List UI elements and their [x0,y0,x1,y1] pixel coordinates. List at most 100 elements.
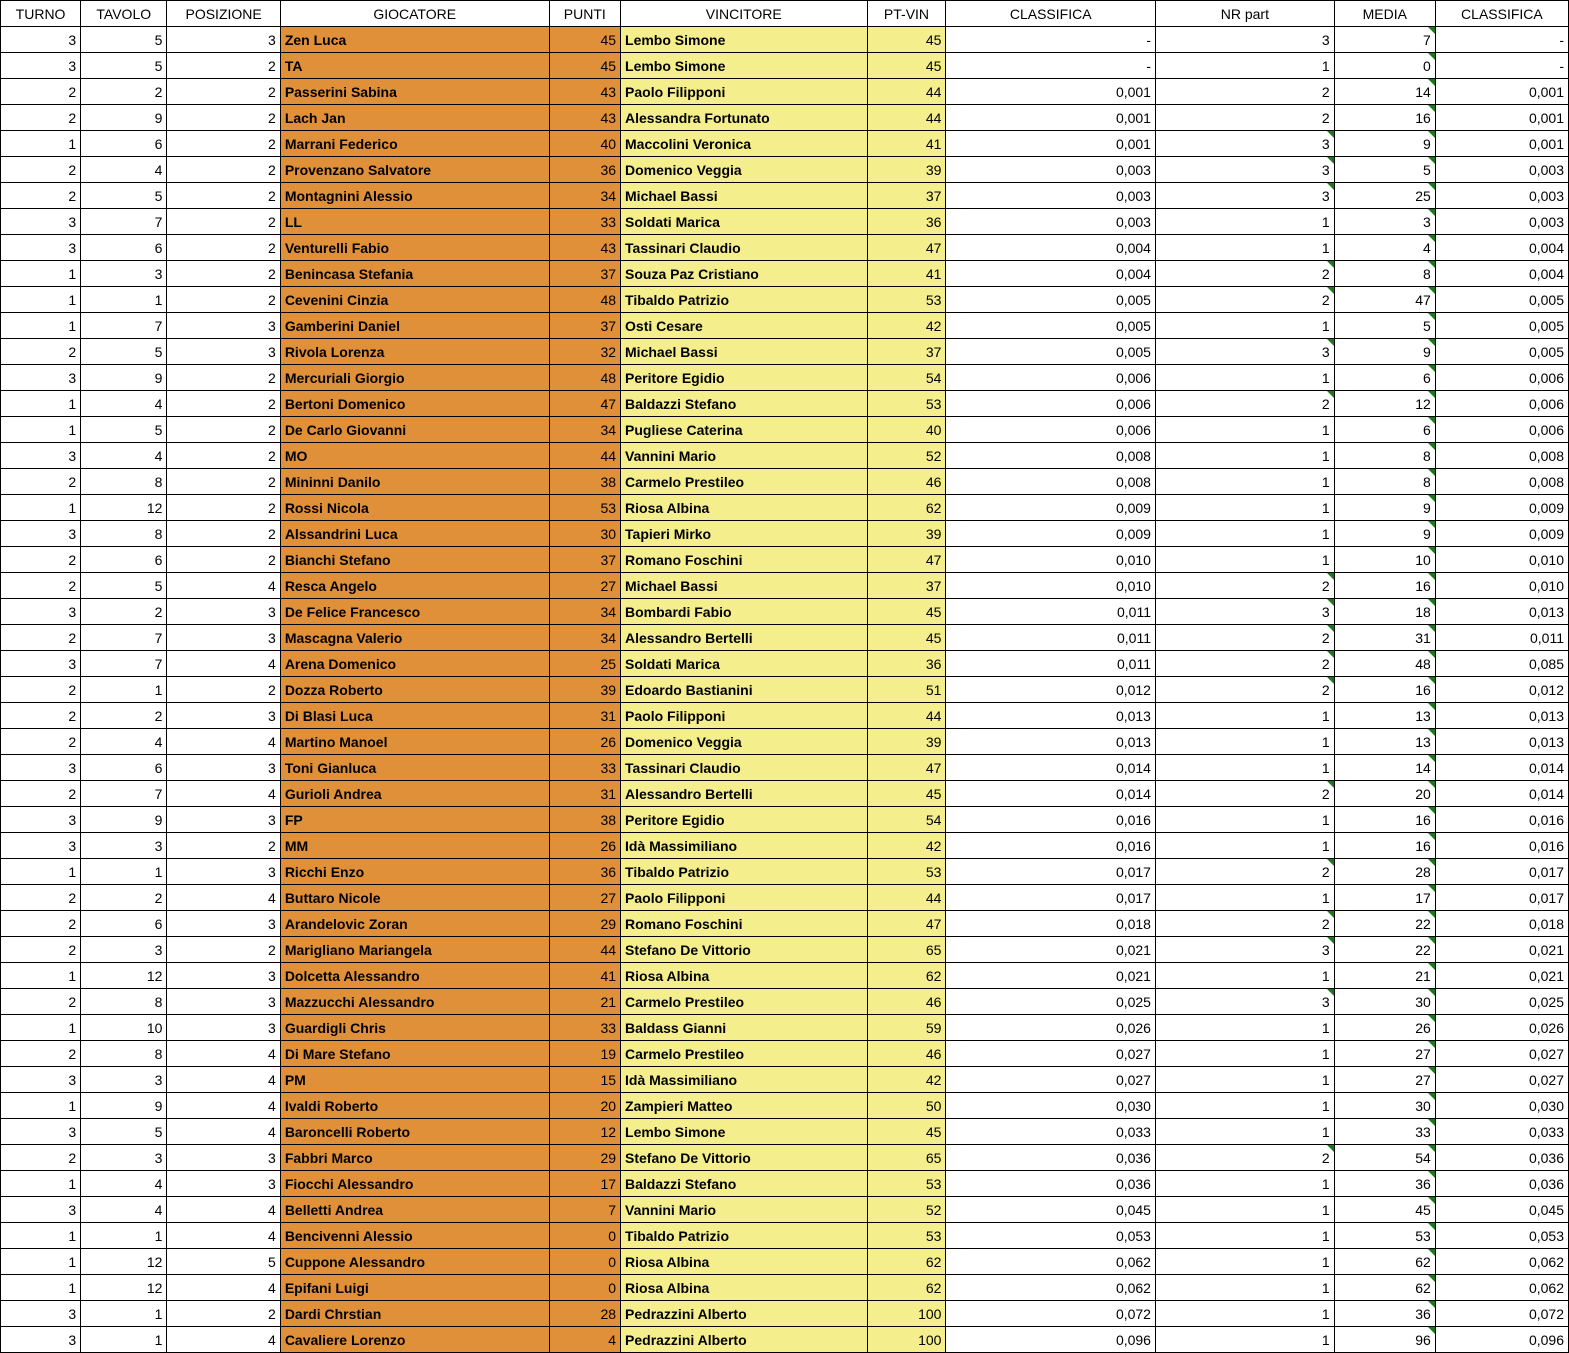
cell-class1: 0,001 [946,105,1156,131]
table-row: 252Montagnini Alessio34Michael Bassi370,… [1,183,1569,209]
cell-nrpart: 2 [1155,859,1334,885]
cell-ptvin: 65 [867,937,946,963]
cell-media: 25 [1334,183,1435,209]
cell-class2: 0,012 [1435,677,1568,703]
cell-nrpart: 1 [1155,885,1334,911]
cell-nrpart: 1 [1155,1327,1334,1353]
table-row: 113Ricchi Enzo36Tibaldo Patrizio530,0172… [1,859,1569,885]
cell-pos: 2 [167,547,280,573]
cell-class2: 0,009 [1435,495,1568,521]
cell-ptvin: 45 [867,625,946,651]
cell-vinc: Tapieri Mirko [621,521,868,547]
cell-class1: 0,004 [946,235,1156,261]
cell-ptvin: 100 [867,1327,946,1353]
cell-class2: 0,003 [1435,157,1568,183]
cell-pos: 2 [167,833,280,859]
cell-media: 13 [1334,703,1435,729]
cell-turno: 3 [1,833,81,859]
cell-pos: 4 [167,1327,280,1353]
cell-turno: 3 [1,27,81,53]
cell-media: 8 [1334,261,1435,287]
cell-punti: 0 [549,1249,620,1275]
cell-turno: 2 [1,183,81,209]
header-giocatore: GIOCATORE [280,1,549,27]
cell-class1: 0,009 [946,495,1156,521]
cell-tavolo: 6 [81,911,167,937]
cell-vinc: Tibaldo Patrizio [621,287,868,313]
cell-turno: 2 [1,885,81,911]
cell-gioc: FP [280,807,549,833]
cell-nrpart: 1 [1155,1197,1334,1223]
cell-punti: 26 [549,833,620,859]
cell-vinc: Peritore Egidio [621,807,868,833]
cell-vinc: Tassinari Claudio [621,755,868,781]
cell-class1: 0,036 [946,1145,1156,1171]
cell-punti: 19 [549,1041,620,1067]
cell-gioc: Arandelovic Zoran [280,911,549,937]
table-row: 393FP38Peritore Egidio540,0161160,016 [1,807,1569,833]
cell-media: 20 [1334,781,1435,807]
cell-media: 5 [1334,313,1435,339]
table-row: 173Gamberini Daniel37Osti Cesare420,0051… [1,313,1569,339]
cell-ptvin: 45 [867,599,946,625]
table-row: 112Cevenini Cinzia48Tibaldo Patrizio530,… [1,287,1569,313]
cell-nrpart: 3 [1155,339,1334,365]
cell-media: 9 [1334,131,1435,157]
cell-tavolo: 7 [81,651,167,677]
cell-pos: 2 [167,53,280,79]
cell-turno: 2 [1,677,81,703]
cell-turno: 3 [1,1119,81,1145]
cell-vinc: Domenico Veggia [621,157,868,183]
cell-tavolo: 2 [81,703,167,729]
cell-class1: 0,027 [946,1041,1156,1067]
cell-class2: 0,003 [1435,209,1568,235]
cell-pos: 4 [167,1119,280,1145]
cell-tavolo: 6 [81,235,167,261]
cell-vinc: Michael Bassi [621,183,868,209]
cell-vinc: Idà Massimiliano [621,1067,868,1093]
cell-ptvin: 39 [867,729,946,755]
cell-ptvin: 46 [867,469,946,495]
cell-class2: 0,001 [1435,105,1568,131]
cell-pos: 2 [167,183,280,209]
cell-class1: 0,001 [946,79,1156,105]
cell-vinc: Carmelo Prestileo [621,989,868,1015]
cell-media: 54 [1334,1145,1435,1171]
cell-pos: 2 [167,677,280,703]
table-row: 274Gurioli Andrea31Alessandro Bertelli45… [1,781,1569,807]
cell-punti: 31 [549,703,620,729]
cell-class1: 0,013 [946,703,1156,729]
cell-gioc: Arena Domenico [280,651,549,677]
cell-media: 31 [1334,625,1435,651]
cell-gioc: LL [280,209,549,235]
cell-class1: 0,036 [946,1171,1156,1197]
cell-punti: 36 [549,157,620,183]
cell-punti: 34 [549,183,620,209]
cell-tavolo: 1 [81,287,167,313]
cell-turno: 3 [1,53,81,79]
cell-class2: 0,017 [1435,885,1568,911]
cell-class2: 0,045 [1435,1197,1568,1223]
cell-nrpart: 2 [1155,677,1334,703]
cell-vinc: Romano Foschini [621,911,868,937]
cell-tavolo: 9 [81,1093,167,1119]
cell-class1: 0,008 [946,469,1156,495]
cell-class1: 0,003 [946,209,1156,235]
cell-tavolo: 6 [81,755,167,781]
table-row: 132Benincasa Stefania37Souza Paz Cristia… [1,261,1569,287]
cell-media: 26 [1334,1015,1435,1041]
cell-ptvin: 53 [867,859,946,885]
cell-pos: 4 [167,781,280,807]
table-row: 352TA45Lembo Simone45-10- [1,53,1569,79]
cell-class2: 0,008 [1435,469,1568,495]
cell-nrpart: 1 [1155,703,1334,729]
table-row: 282Mininni Danilo38Carmelo Prestileo460,… [1,469,1569,495]
cell-turno: 2 [1,625,81,651]
cell-pos: 2 [167,521,280,547]
cell-punti: 28 [549,1301,620,1327]
cell-tavolo: 3 [81,833,167,859]
cell-nrpart: 1 [1155,521,1334,547]
table-row: 342MO44Vannini Mario520,008180,008 [1,443,1569,469]
cell-gioc: Cuppone Alessandro [280,1249,549,1275]
cell-gioc: Marrani Federico [280,131,549,157]
